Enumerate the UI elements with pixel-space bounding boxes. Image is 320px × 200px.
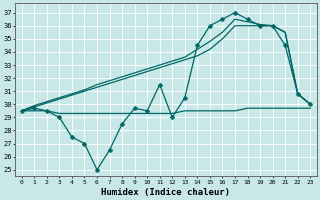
X-axis label: Humidex (Indice chaleur): Humidex (Indice chaleur) (101, 188, 230, 197)
